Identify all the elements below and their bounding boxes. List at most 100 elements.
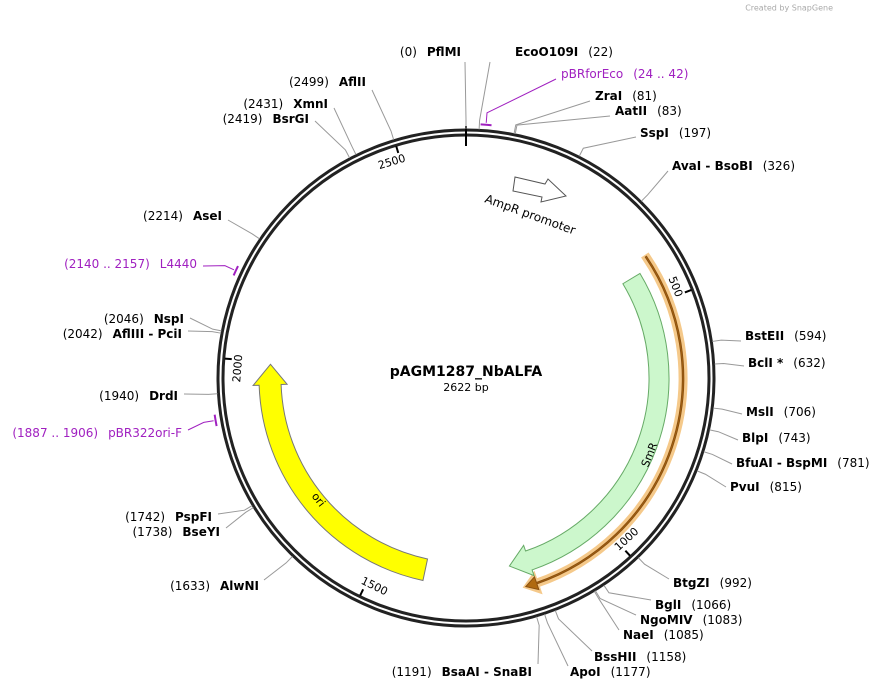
feature-label: AmpR promoter	[483, 192, 577, 238]
site-position: (706)	[784, 405, 816, 419]
site-name: BglI	[655, 598, 681, 612]
site-leader	[593, 591, 620, 631]
site-name: NaeI	[623, 628, 654, 642]
site-position: (1158)	[646, 650, 686, 664]
site-name: XmnI	[293, 97, 328, 111]
site-leader	[640, 170, 669, 202]
site-name: BstEII	[745, 329, 784, 343]
site-leader	[594, 590, 637, 616]
primer-label: (2140 .. 2157) L4440	[64, 257, 197, 271]
site-name: AseI	[193, 209, 222, 223]
site-leader	[263, 556, 293, 581]
site-leader	[603, 585, 652, 601]
site-position: (83)	[657, 104, 682, 118]
site-name: DrdI	[149, 389, 178, 403]
tick-label: 2000	[230, 354, 245, 383]
site-position: (2046)	[104, 312, 144, 326]
site-position: (1191)	[392, 665, 432, 679]
site-leader	[217, 505, 253, 515]
site-label: (0) PflMI	[400, 45, 461, 59]
site-leader	[713, 407, 743, 415]
site-leader	[187, 330, 222, 334]
site-name: BssHII	[594, 650, 636, 664]
site-position: (326)	[763, 159, 795, 173]
site-leader	[544, 614, 569, 667]
ori-arrow	[252, 363, 429, 582]
site-leader	[514, 115, 611, 135]
tick-label: 2500	[377, 152, 408, 173]
site-name: BsrGI	[272, 112, 309, 126]
site-position: (81)	[632, 89, 657, 103]
site-name: PvuI	[730, 480, 760, 494]
primer-label: pBRforEco (24 .. 42)	[561, 67, 688, 81]
site-leader	[333, 107, 357, 155]
site-name: EcoO109I	[515, 45, 578, 59]
site-name: AatII	[615, 104, 647, 118]
site-label: AvaI - BsoBI (326)	[672, 159, 795, 173]
site-label: MslI (706)	[746, 405, 816, 419]
site-leader	[696, 470, 727, 488]
site-position: (743)	[778, 431, 810, 445]
site-label: ApoI (1177)	[570, 665, 651, 679]
site-leader	[709, 429, 739, 441]
site-name: AvaI - BsoBI	[672, 159, 753, 173]
site-leader	[578, 136, 637, 157]
site-position: (1738)	[133, 525, 173, 539]
site-label: BssHII (1158)	[594, 650, 686, 664]
ampr-promoter-arrow	[512, 176, 568, 203]
site-name: BlpI	[742, 431, 768, 445]
site-leader	[637, 557, 670, 580]
site-leader	[225, 507, 254, 529]
site-label: (1742) PspFI	[125, 510, 212, 524]
site-label: SspI (197)	[640, 126, 711, 140]
primer-range: (24 .. 42)	[633, 67, 688, 81]
site-position: (2214)	[143, 209, 183, 223]
primer-leader	[202, 265, 235, 271]
tick-mark	[395, 145, 400, 154]
site-label: PvuI (815)	[730, 480, 802, 494]
site-leader	[712, 339, 742, 342]
smr-arrow	[508, 272, 670, 577]
site-name: PflMI	[427, 45, 461, 59]
site-label: BlpI (743)	[742, 431, 811, 445]
site-leader	[554, 610, 593, 652]
site-label: (2499) AflII	[289, 75, 366, 89]
primer-mark	[232, 265, 239, 276]
credit: Created by SnapGene	[745, 4, 833, 13]
site-label: NgoMIV (1083)	[640, 613, 742, 627]
site-leader	[314, 120, 351, 159]
site-name: ApoI	[570, 665, 601, 679]
primer-label: (1887 .. 1906) pBR322ori-F	[12, 426, 182, 440]
site-label: NaeI (1085)	[623, 628, 704, 642]
primer-leader	[187, 420, 214, 431]
primer-name: pBR322ori-F	[108, 426, 182, 440]
site-label: EcoO109I (22)	[515, 45, 613, 59]
site-position: (197)	[679, 126, 711, 140]
site-position: (2419)	[223, 112, 263, 126]
site-position: (2499)	[289, 75, 329, 89]
site-leader	[371, 89, 395, 140]
orange-feature	[524, 255, 685, 591]
site-label: AatII (83)	[615, 104, 682, 118]
tick-mark	[624, 550, 631, 557]
site-label: ZraI (81)	[595, 89, 657, 103]
site-position: (594)	[794, 329, 826, 343]
plasmid-size: 2622 bp	[443, 381, 488, 394]
primer-mark	[213, 414, 218, 427]
site-label: BtgZI (992)	[673, 576, 752, 590]
site-label: (2419) BsrGI	[223, 112, 309, 126]
site-position: (1066)	[691, 598, 731, 612]
site-label: (1738) BseYI	[133, 525, 221, 539]
site-position: (0)	[400, 45, 417, 59]
tick-mark	[684, 288, 692, 294]
site-position: (1742)	[125, 510, 165, 524]
site-leader	[513, 100, 591, 134]
site-name: AflII	[339, 75, 366, 89]
site-label: (2214) AseI	[143, 209, 222, 223]
site-name: BsaAI - SnaBI	[442, 665, 532, 679]
site-name: AflIII - PciI	[113, 327, 182, 341]
site-label: (2046) NspI	[104, 312, 184, 326]
site-leader	[227, 219, 260, 240]
site-name: NgoMIV	[640, 613, 693, 627]
site-position: (1083)	[703, 613, 743, 627]
